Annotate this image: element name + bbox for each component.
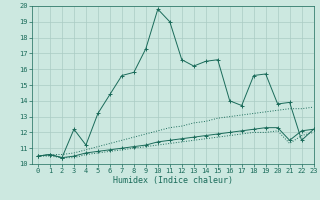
X-axis label: Humidex (Indice chaleur): Humidex (Indice chaleur) [113, 176, 233, 185]
